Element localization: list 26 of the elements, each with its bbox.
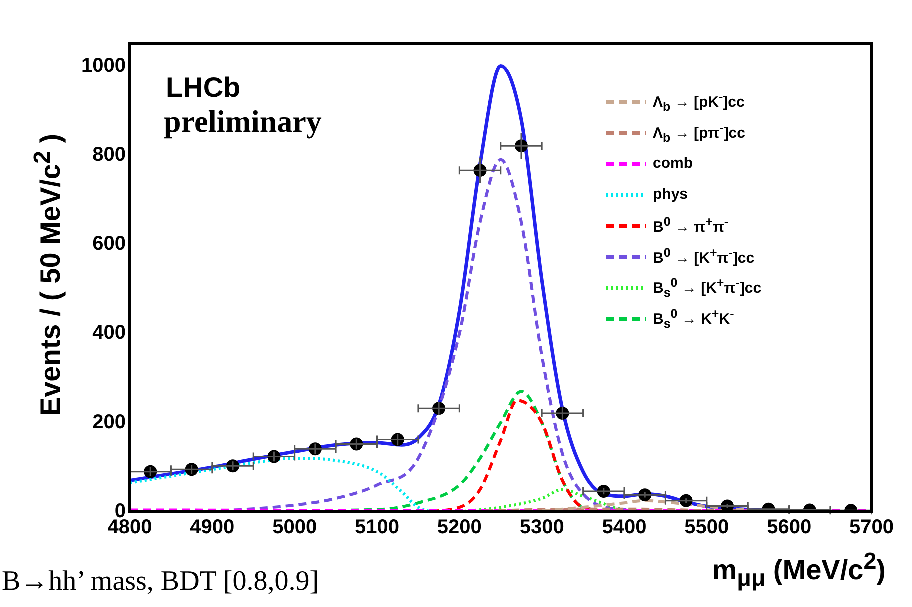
legend-label: Λ$_{b}$ → [pK$^{-}$]cc	[653, 90, 745, 114]
legend-label: Λ$_{b}$ → [pπ$^{-}$]cc	[653, 120, 746, 144]
x-tick-label: 5000	[272, 516, 318, 539]
legend-label: B$^{0}$ → π$^{+}$π$^{-}$	[653, 215, 729, 236]
legend-label: phys	[653, 186, 688, 203]
y-tick-label: 600	[92, 233, 126, 256]
legend-label: comb	[653, 155, 694, 172]
legend-label: B$^{0}$ → [K$^{+}$π$^{-}$]cc	[653, 246, 755, 267]
y-tick-label: 400	[92, 322, 126, 344]
x-tick-label: 5100	[355, 516, 400, 539]
x-tick-label: 5200	[437, 516, 482, 539]
x-tick-label: 5700	[850, 516, 894, 539]
text: B→hh’ mass, BDT [0.8,0.9]	[2, 566, 320, 598]
annotation: LHCb	[166, 72, 241, 104]
x-tick-label: 5500	[684, 516, 730, 539]
x-tick-label: 5400	[602, 516, 647, 539]
x-axis-title: m$_{μμ}$ (MeV/c$^{2}$)	[712, 548, 886, 592]
y-tick-label: 1000	[82, 54, 126, 77]
legend-label: B$_{s}$$^{0}$ → K$^{+}$K$^{-}$	[653, 306, 734, 330]
annotation: preliminary	[164, 104, 322, 140]
x-tick-label: 5300	[520, 516, 564, 539]
y-tick-label: 200	[92, 411, 126, 434]
y-tick-label: 800	[92, 144, 126, 166]
legend-label: B$_{s}$$^{0}$ → [K$^{+}$π$^{-}$]cc	[653, 276, 762, 300]
x-tick-label: 5600	[767, 516, 812, 539]
x-tick-label: 4900	[190, 516, 235, 539]
